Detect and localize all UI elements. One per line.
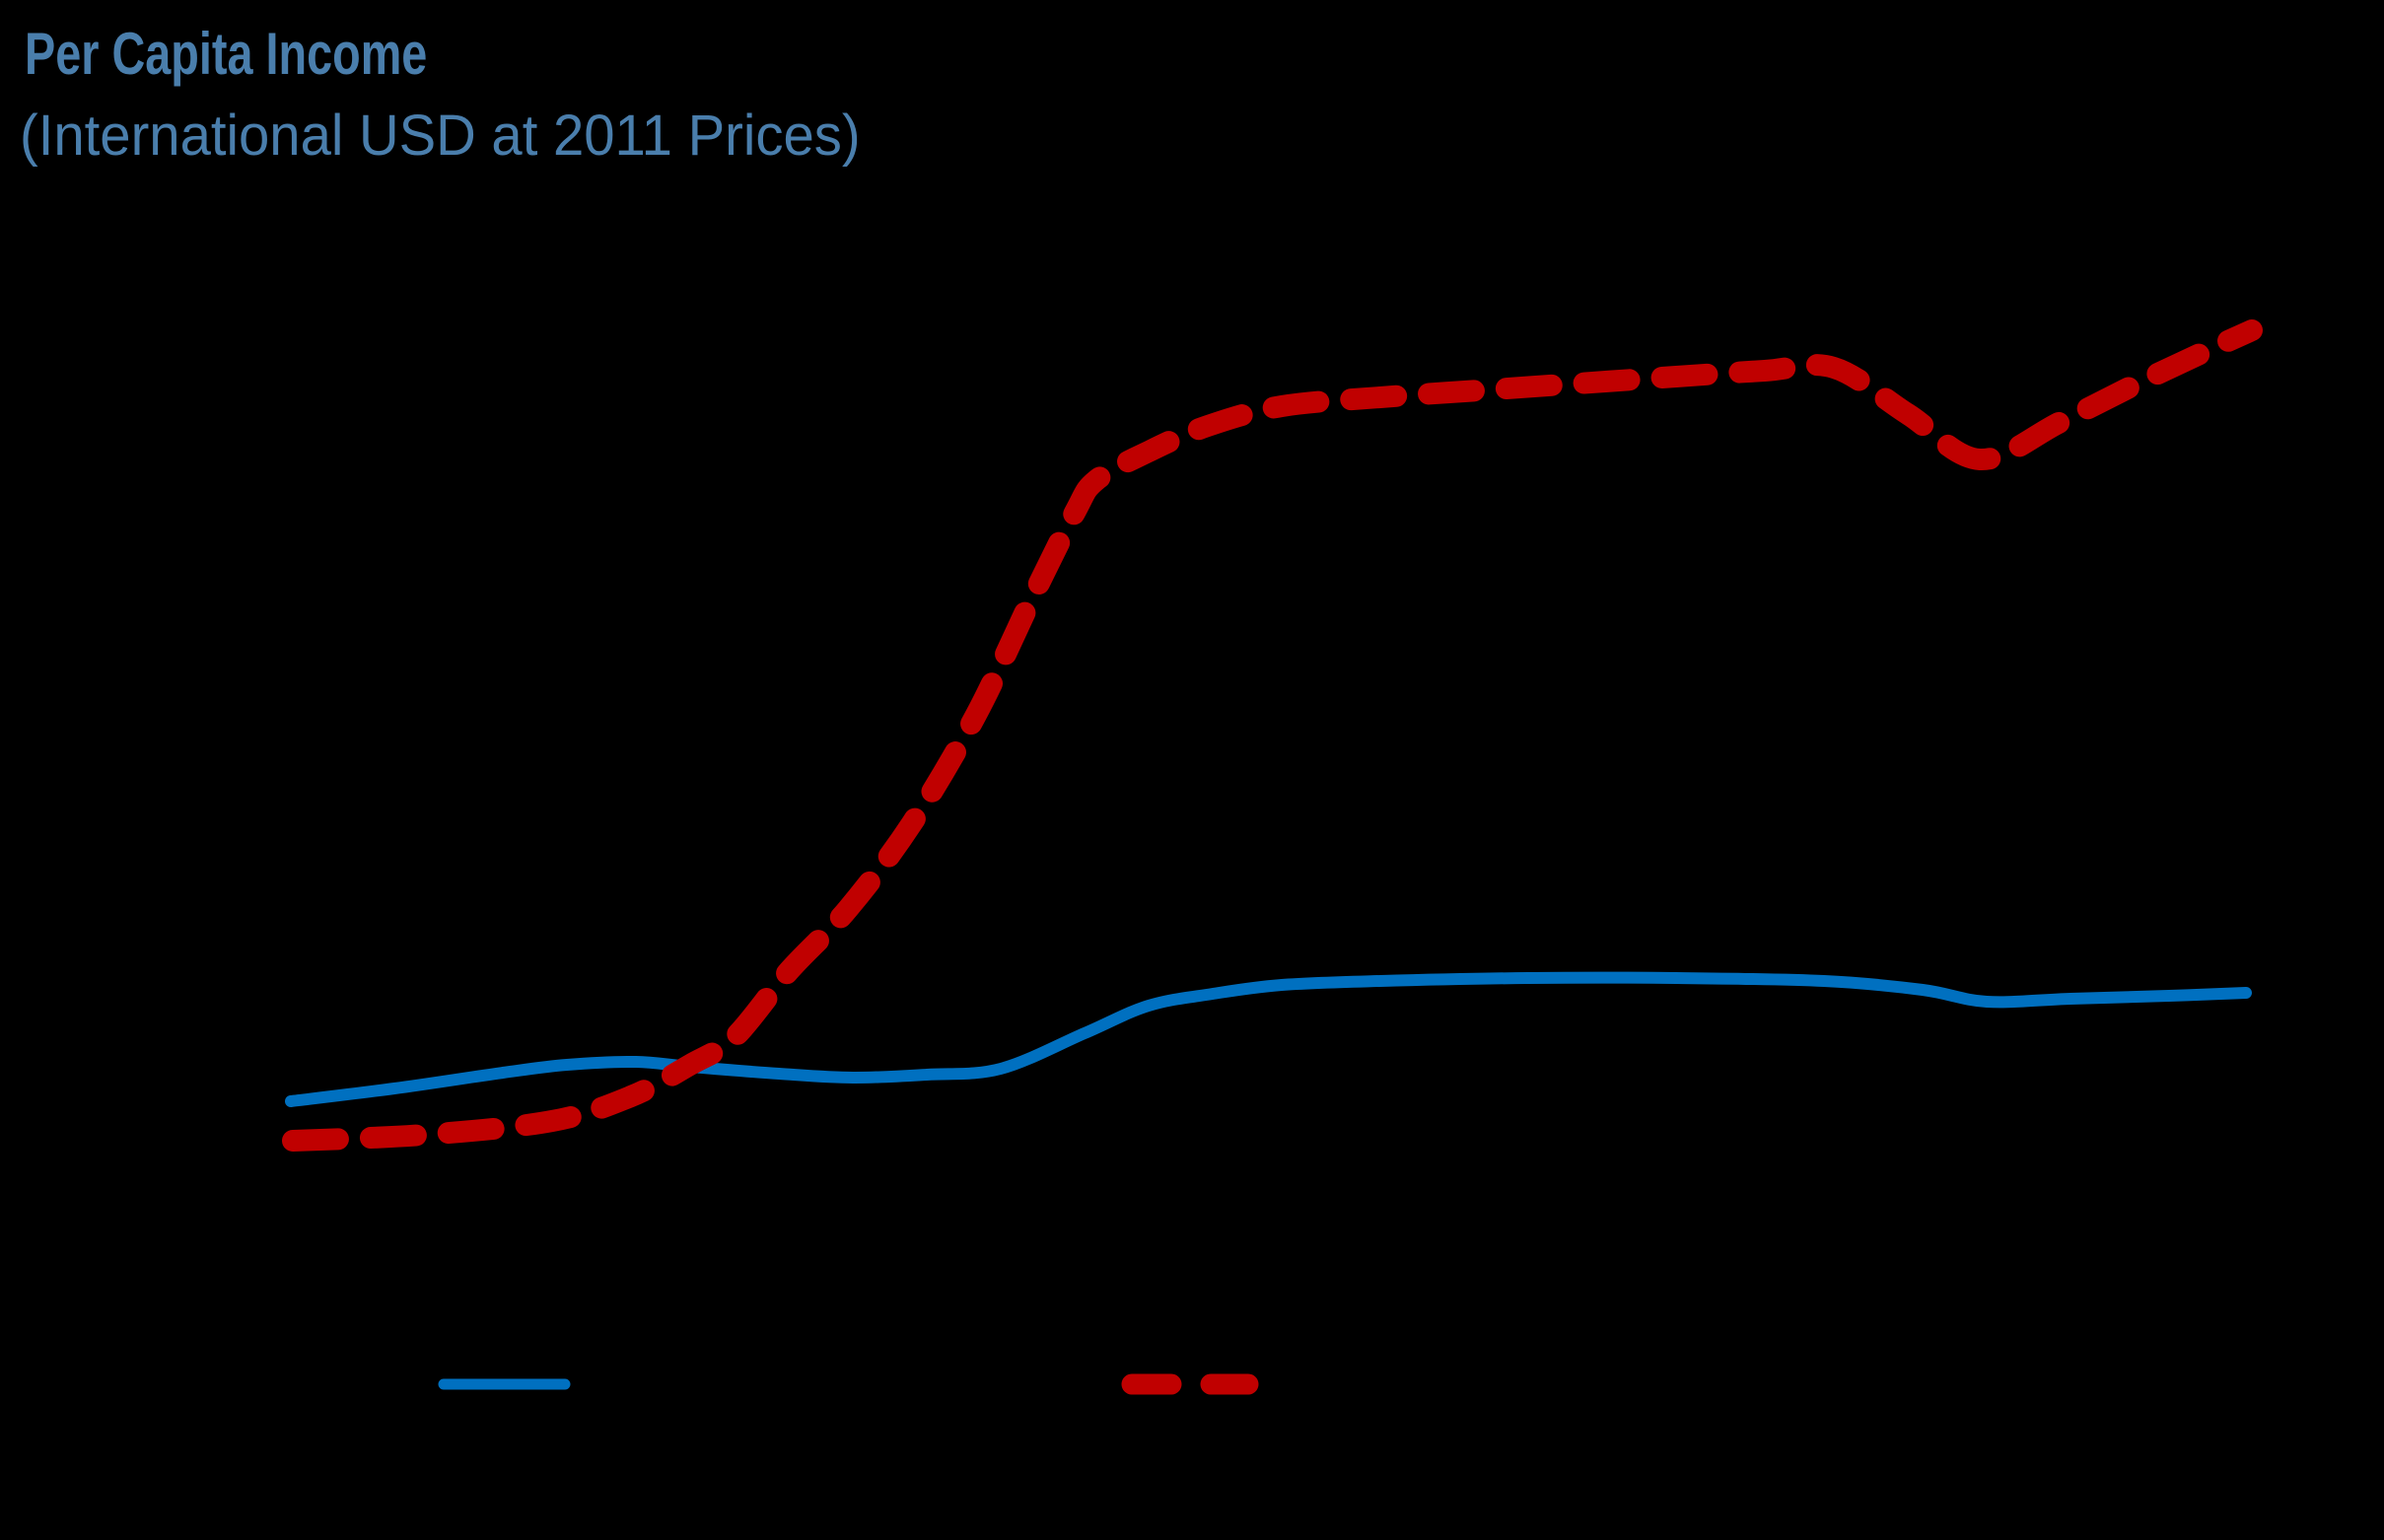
blue-series-line (285, 971, 2252, 1107)
chart-subtitle: (International USD at 2011 Prices) (20, 104, 861, 168)
red-series-line (282, 319, 2263, 1152)
chart-title: Per Capita Income (25, 21, 428, 87)
